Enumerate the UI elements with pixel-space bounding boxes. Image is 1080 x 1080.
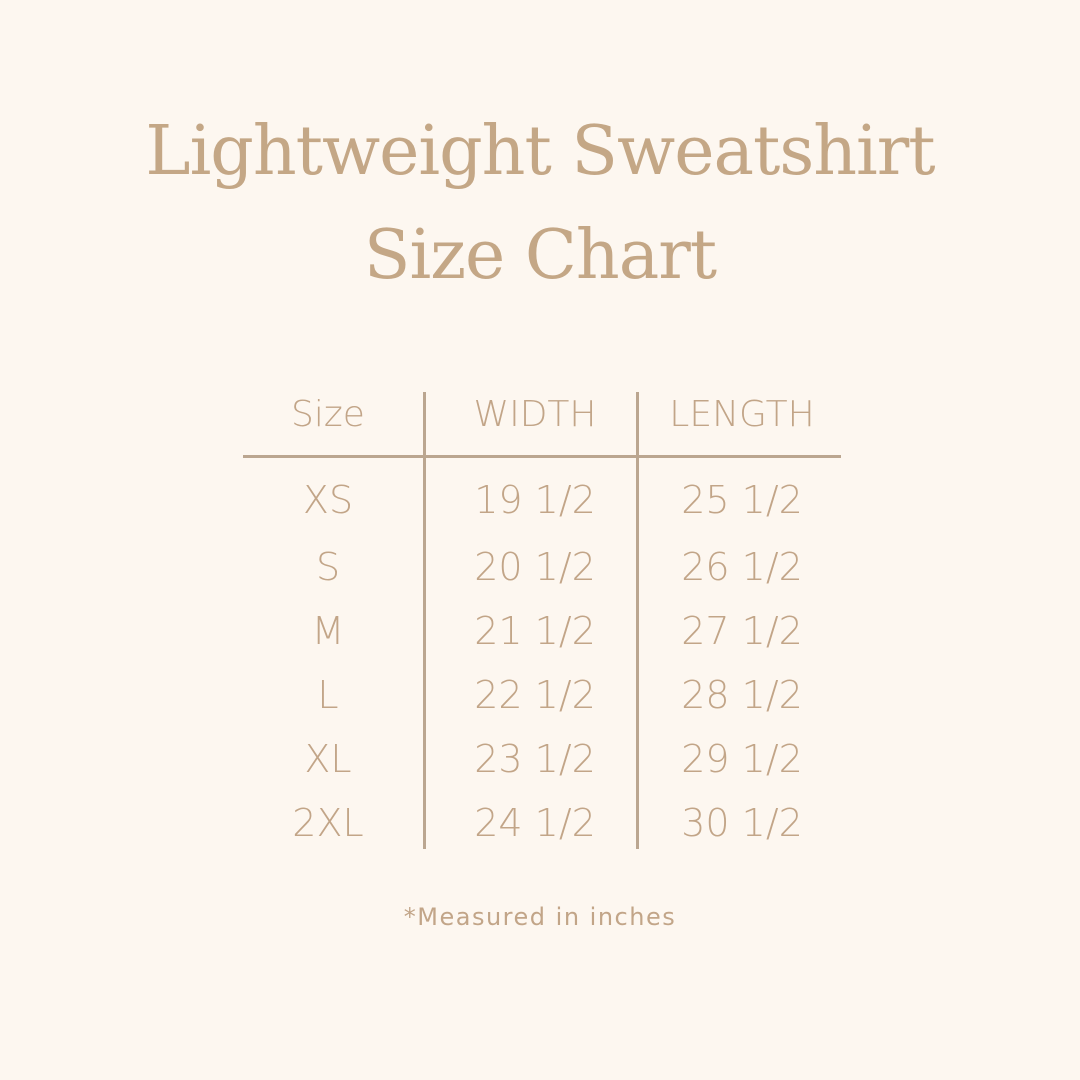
cell-length: 29 1/2 [681,737,803,781]
cell-size: 2XL [292,801,364,845]
cell-width: 20 1/2 [474,545,596,589]
cell-size: L [317,673,339,717]
cell-size: XL [304,737,352,781]
header-size: Size [291,394,365,435]
header-divider [243,455,841,458]
cell-width: 22 1/2 [474,673,596,717]
cell-length: 26 1/2 [681,545,803,589]
cell-width: 24 1/2 [474,801,596,845]
cell-size: XS [302,478,354,522]
header-length: LENGTH [669,394,815,435]
cell-length: 28 1/2 [681,673,803,717]
cell-width: 19 1/2 [474,478,596,522]
title-line-1: Lightweight Sweatshirt [145,112,935,191]
header-width: WIDTH [473,394,597,435]
cell-size: M [311,609,345,653]
cell-size: S [315,545,341,589]
cell-length: 25 1/2 [681,478,803,522]
cell-length: 30 1/2 [681,801,803,845]
measurement-note: *Measured in inches [403,903,677,931]
cell-length: 27 1/2 [681,609,803,653]
cell-width: 23 1/2 [474,737,596,781]
cell-width: 21 1/2 [474,609,596,653]
column-divider [423,392,426,849]
column-divider [636,392,639,849]
title-line-2: Size Chart [363,216,717,295]
